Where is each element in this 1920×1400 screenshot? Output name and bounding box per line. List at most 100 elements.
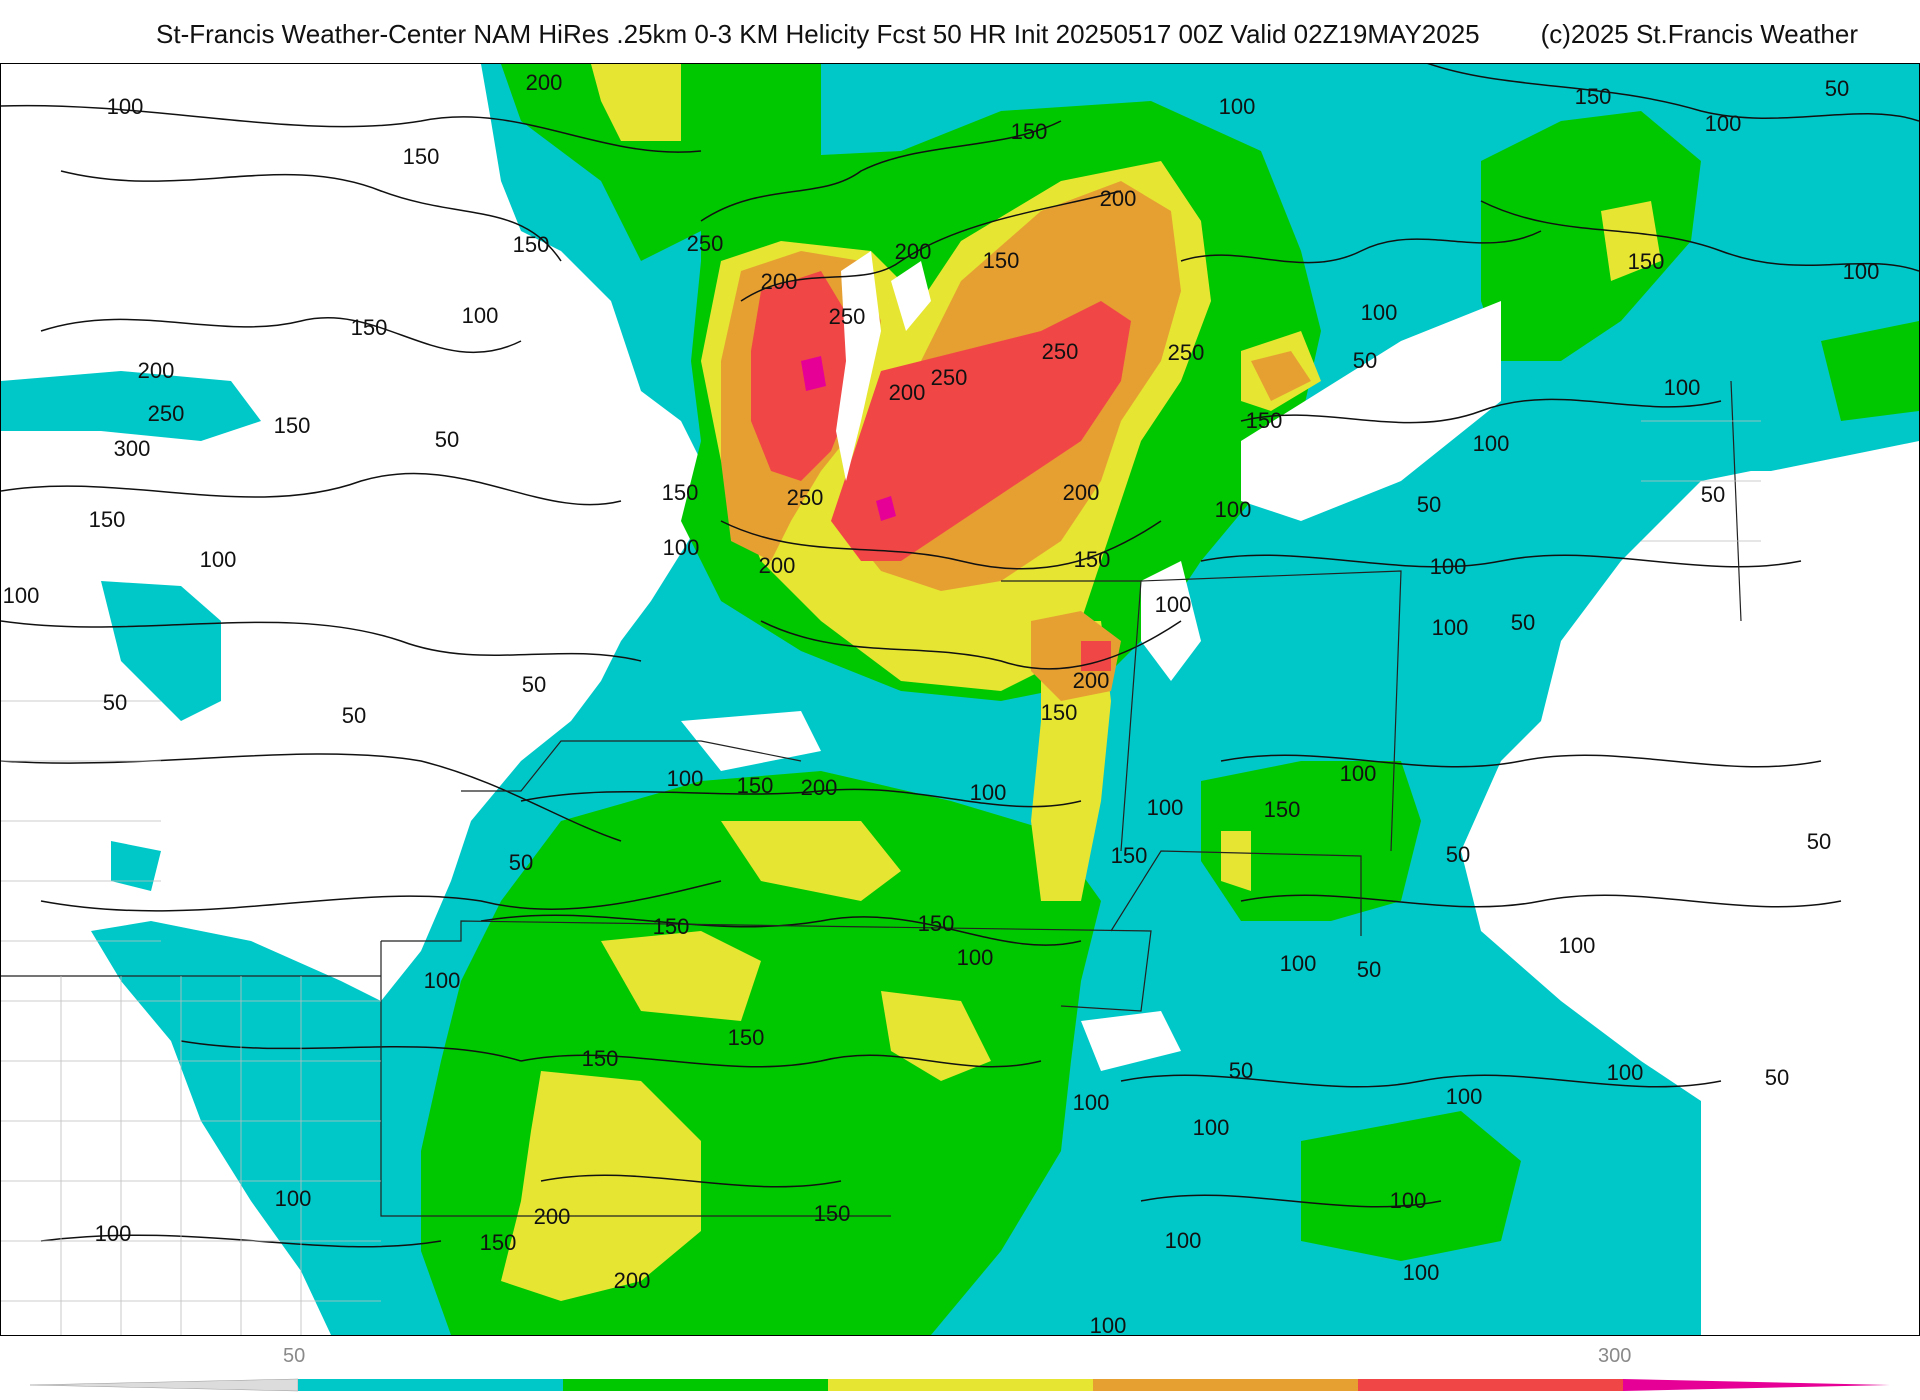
contour-label: 100 [1446, 1084, 1483, 1109]
contour-label: 150 [89, 507, 126, 532]
contour-label: 200 [1063, 480, 1100, 505]
contour-label: 100 [1147, 795, 1184, 820]
contour-label: 50 [435, 427, 459, 452]
contour-label: 150 [1264, 797, 1301, 822]
contour-label: 150 [918, 911, 955, 936]
contour-label: 150 [351, 315, 388, 340]
contour-label: 50 [342, 703, 366, 728]
contour-label: 200 [895, 239, 932, 264]
contour-label: 100 [1430, 554, 1467, 579]
contour-label: 50 [1229, 1058, 1253, 1083]
contour-label: 50 [1446, 842, 1470, 867]
contour-label: 250 [148, 401, 185, 426]
contour-label: 50 [1357, 957, 1381, 982]
contour-label: 100 [1073, 1090, 1110, 1115]
contour-label: 100 [1705, 111, 1742, 136]
contour-label: 100 [1215, 497, 1252, 522]
contour-label: 100 [3, 583, 40, 608]
contour-label: 150 [1628, 249, 1665, 274]
contour-label: 200 [526, 70, 563, 95]
colorbar [30, 1378, 1890, 1392]
title-main: St-Francis Weather-Center NAM HiRes .25k… [156, 19, 1480, 49]
contour-label: 300 [114, 436, 151, 461]
contour-label: 150 [1111, 843, 1148, 868]
contour-label: 50 [1701, 482, 1725, 507]
contour-label: 100 [1090, 1313, 1127, 1335]
contour-label: 100 [1607, 1060, 1644, 1085]
contour-label: 100 [1843, 259, 1880, 284]
contour-label: 100 [1219, 94, 1256, 119]
contour-label: 50 [1825, 76, 1849, 101]
contour-label: 200 [1073, 668, 1110, 693]
contour-label: 100 [1390, 1188, 1427, 1213]
contour-label: 100 [462, 303, 499, 328]
county-borders [1, 420, 1761, 1335]
contour-label: 100 [424, 968, 461, 993]
contour-label: 250 [1042, 339, 1079, 364]
contour-label: 100 [200, 547, 237, 572]
contour-label: 50 [522, 672, 546, 697]
colorbar-red [1358, 1379, 1623, 1391]
colorbar-yellow [828, 1379, 1093, 1391]
contour-label: 50 [1807, 829, 1831, 854]
contour-label: 100 [107, 94, 144, 119]
lake-gaps [681, 251, 1501, 1071]
colorbar-cyan [298, 1379, 563, 1391]
contour-label: 100 [1559, 933, 1596, 958]
contour-label: 50 [1765, 1065, 1789, 1090]
contour-label: 100 [1340, 761, 1377, 786]
contour-label: 50 [1353, 348, 1377, 373]
contour-label: 200 [801, 775, 838, 800]
contour-label: 150 [983, 248, 1020, 273]
contour-label: 200 [1100, 186, 1137, 211]
contour-label: 100 [1155, 592, 1192, 617]
contour-label: 100 [1193, 1115, 1230, 1140]
contour-label: 50 [103, 690, 127, 715]
contour-label: 200 [889, 380, 926, 405]
contour-label: 200 [761, 269, 798, 294]
contour-label: 100 [1165, 1228, 1202, 1253]
colorbar-low-tail [30, 1378, 299, 1392]
contour-label: 100 [95, 1221, 132, 1246]
colorbar-tick-50: 50 [283, 1345, 306, 1367]
contour-label: 100 [970, 780, 1007, 805]
colorbar-high-tail [1623, 1379, 1890, 1391]
contour-label: 100 [663, 535, 700, 560]
helicity-map: 200 100 150 100 150 50 100 150 200 150 250 200 150 15… [0, 63, 1920, 1336]
contour-label: 150 [814, 1201, 851, 1226]
contour-label: 50 [1417, 492, 1441, 517]
contour-label: 150 [737, 773, 774, 798]
contour-label: 150 [1074, 547, 1111, 572]
contour-label: 250 [931, 365, 968, 390]
contour-label: 150 [403, 144, 440, 169]
contour-lines [1, 64, 1919, 1248]
contour-label: 150 [480, 1230, 517, 1255]
contour-label: 50 [509, 850, 533, 875]
contour-label: 100 [667, 766, 704, 791]
contour-label: 200 [138, 358, 175, 383]
contour-label: 250 [787, 485, 824, 510]
colorbar-green [563, 1379, 828, 1391]
helicity-band-300-plus [801, 356, 896, 521]
contour-label: 150 [1575, 84, 1612, 109]
colorbar-orange [1093, 1379, 1358, 1391]
contour-label: 150 [1041, 700, 1078, 725]
contour-label: 250 [829, 304, 866, 329]
contour-label: 150 [653, 914, 690, 939]
contour-label: 100 [957, 945, 994, 970]
contour-label: 200 [759, 553, 796, 578]
contour-label: 150 [582, 1046, 619, 1071]
contour-label: 100 [1403, 1260, 1440, 1285]
helicity-band-250-300 [751, 271, 1131, 671]
contour-label: 150 [513, 232, 550, 257]
contour-label: 100 [1473, 431, 1510, 456]
contour-label: 150 [662, 480, 699, 505]
colorbar-tick-300: 300 [1598, 1345, 1632, 1367]
contour-label: 150 [1011, 119, 1048, 144]
chart-title: St-Francis Weather-Center NAM HiRes .25k… [0, 14, 1920, 54]
contour-label: 100 [1664, 375, 1701, 400]
contour-label: 100 [1361, 300, 1398, 325]
contour-label: 150 [1246, 408, 1283, 433]
title-credit: (c)2025 St.Francis Weather [1540, 19, 1858, 49]
